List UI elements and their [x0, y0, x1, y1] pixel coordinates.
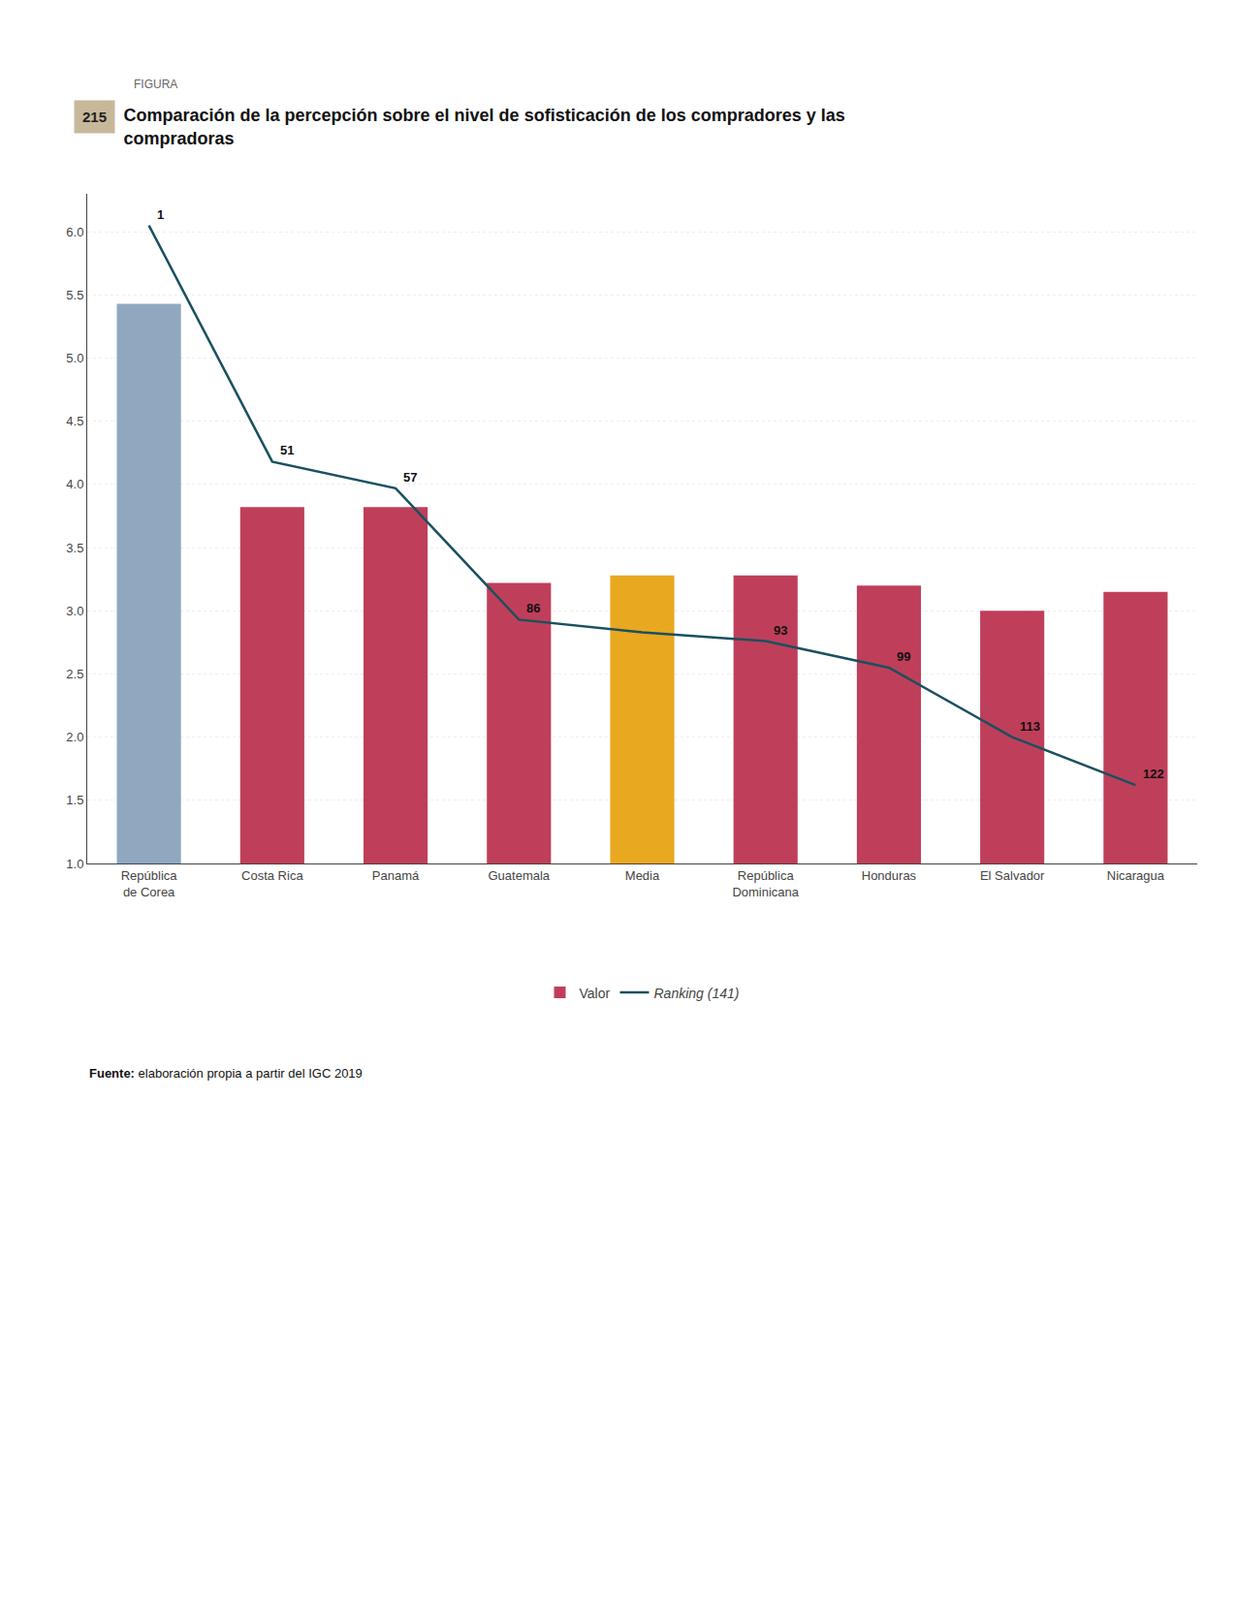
svg-text:Valor: Valor [579, 985, 611, 1002]
svg-text:113: 113 [1019, 719, 1041, 734]
svg-text:3.0: 3.0 [65, 603, 84, 619]
svg-text:6.0: 6.0 [65, 224, 84, 240]
svg-text:El Salvador: El Salvador [980, 868, 1046, 884]
svg-text:215: 215 [82, 108, 107, 126]
svg-text:86: 86 [526, 601, 540, 616]
svg-text:2.5: 2.5 [65, 666, 84, 682]
svg-text:99: 99 [896, 649, 911, 665]
svg-text:Fuente: elaboración propia a p: Fuente: elaboración propia a partir del … [89, 1066, 363, 1081]
svg-text:1.0: 1.0 [65, 856, 84, 872]
svg-text:4.5: 4.5 [65, 413, 84, 429]
svg-text:1: 1 [157, 207, 164, 222]
svg-text:Comparación de la percepción s: Comparación de la percepción sobre el ni… [124, 105, 846, 148]
svg-text:122: 122 [1142, 766, 1165, 782]
svg-text:Panamá: Panamá [372, 868, 420, 884]
svg-text:Honduras: Honduras [861, 868, 918, 884]
svg-text:1.5: 1.5 [65, 792, 84, 808]
svg-text:Media: Media [625, 868, 661, 884]
svg-text:4.0: 4.0 [65, 476, 84, 492]
svg-text:Ranking (141): Ranking (141) [653, 985, 739, 1002]
svg-text:Nicaragua: Nicaragua [1107, 868, 1166, 884]
svg-text:51: 51 [280, 443, 294, 458]
svg-text:93: 93 [773, 623, 788, 638]
svg-text:RepúblicaDominicana: RepúblicaDominicana [731, 868, 799, 900]
svg-text:Guatemala: Guatemala [487, 868, 550, 884]
svg-text:2.0: 2.0 [65, 729, 84, 745]
svg-text:3.5: 3.5 [65, 540, 84, 556]
svg-text:57: 57 [403, 470, 417, 485]
svg-text:5.0: 5.0 [65, 350, 84, 366]
svg-text:5.5: 5.5 [65, 287, 84, 303]
svg-text:Repúblicade Corea: Repúblicade Corea [121, 868, 179, 900]
svg-text:Costa Rica: Costa Rica [241, 868, 304, 884]
svg-text:FIGURA: FIGURA [133, 77, 178, 92]
